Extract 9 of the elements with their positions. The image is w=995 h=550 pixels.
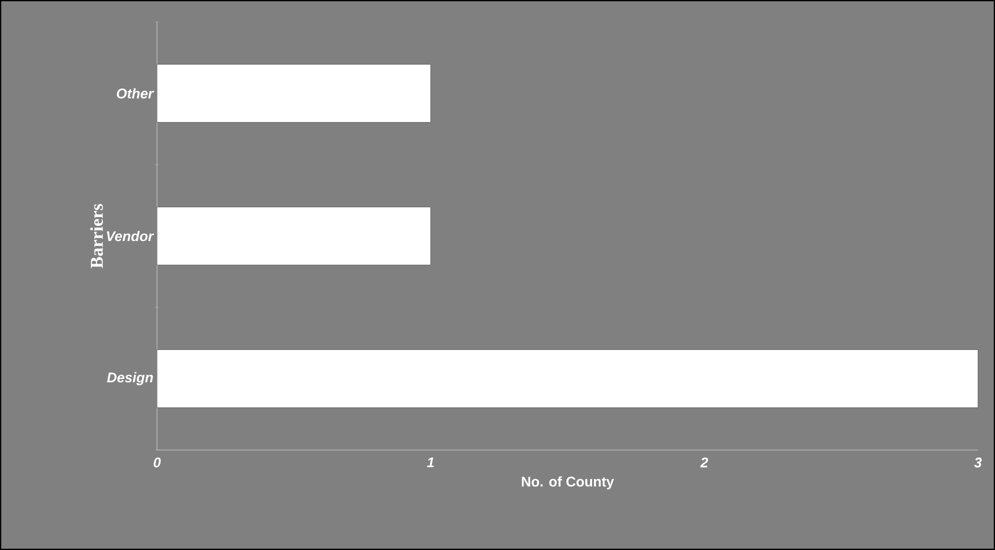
- x-tick-label: 2: [700, 458, 708, 468]
- x-axis-title: No. of County: [522, 476, 614, 490]
- x-tick-label: 0: [154, 458, 161, 468]
- x-tick-label: 1: [427, 458, 434, 468]
- y-axis-title: Barriers: [90, 204, 103, 268]
- y-tick-label: Vendor: [106, 230, 154, 242]
- x-tick-label: 3: [974, 458, 982, 468]
- y-tick-label: Design: [107, 372, 153, 386]
- y-tick-label: Other: [116, 88, 154, 98]
